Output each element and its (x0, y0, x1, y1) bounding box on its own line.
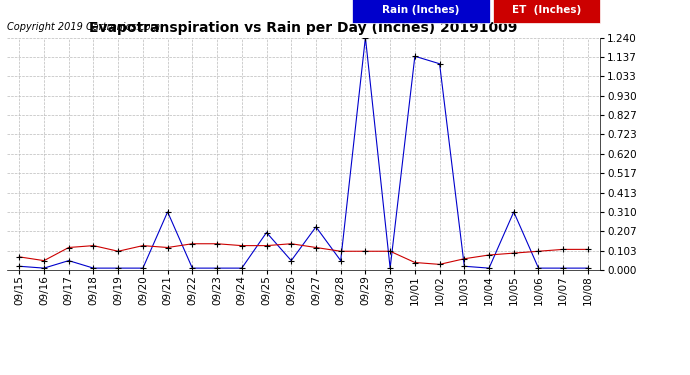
Text: Copyright 2019 Cartronics.com: Copyright 2019 Cartronics.com (7, 22, 160, 33)
Text: ET  (Inches): ET (Inches) (512, 5, 582, 15)
Text: Rain (Inches): Rain (Inches) (382, 5, 460, 15)
Title: Evapotranspiration vs Rain per Day (Inches) 20191009: Evapotranspiration vs Rain per Day (Inch… (90, 21, 518, 35)
